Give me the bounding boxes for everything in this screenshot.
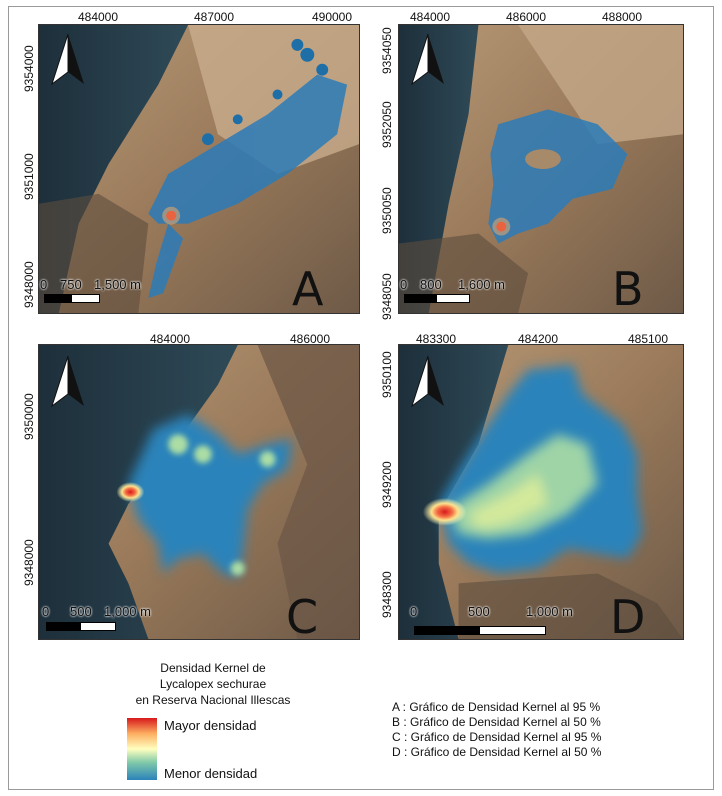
note-b: B : Gráfico de Densidad Kernel al 50 % [392, 715, 601, 729]
north-arrow-icon [51, 355, 84, 408]
y-tick-c-2: 9348000 [22, 539, 36, 586]
y-tick-d-2: 9349200 [380, 461, 394, 508]
note-a: A : Gráfico de Densidad Kernel al 95 % [392, 700, 601, 714]
legend-high-label: Mayor densidad [164, 718, 257, 733]
y-tick-c-1: 9350000 [22, 393, 36, 440]
scalebar-a [44, 294, 100, 303]
panel-label-b: B [612, 262, 644, 316]
y-tick-b-1: 9354050 [380, 27, 394, 74]
map-panel-d [398, 344, 684, 640]
y-tick-a-3: 9348000 [22, 261, 36, 308]
y-tick-b-4: 9348050 [380, 273, 394, 320]
legend-title-line-3: en Reserva Nacional Illescas [135, 693, 291, 707]
x-tick-b-3: 488000 [601, 10, 643, 24]
legend-low-label: Menor densidad [164, 766, 258, 781]
scale-zero-a: 0 [40, 277, 48, 292]
scale-end-b: 1,600 m [458, 277, 505, 292]
x-tick-d-1: 483300 [415, 332, 457, 346]
map-panel-b [398, 24, 684, 314]
x-tick-b-1: 484000 [409, 10, 451, 24]
y-tick-d-1: 9350100 [380, 351, 394, 398]
scalebar-c [46, 622, 116, 631]
scalebar-d [414, 626, 546, 635]
x-tick-a-2: 487000 [193, 10, 235, 24]
north-arrow-icon [51, 33, 84, 86]
scale-mid-c: 500 [70, 604, 92, 619]
scalebar-b [404, 294, 470, 303]
x-tick-c-1: 484000 [149, 332, 191, 346]
figure-frame [8, 6, 714, 790]
x-tick-d-3: 485100 [627, 332, 669, 346]
legend-title-line-1: Densidad Kernel de [160, 661, 266, 675]
legend-title-line-2: Lycalopex sechurae [159, 677, 267, 691]
scale-zero-b: 0 [400, 277, 408, 292]
y-tick-a-1: 9354000 [22, 45, 36, 92]
scale-end-d: 1,000 m [526, 604, 573, 619]
scale-mid-a: 750 [60, 277, 82, 292]
y-tick-b-3: 9350050 [380, 187, 394, 234]
x-tick-c-2: 486000 [289, 332, 331, 346]
scale-end-a: 1,500 m [94, 277, 141, 292]
scale-zero-d: 0 [410, 604, 418, 619]
y-tick-b-2: 9352050 [380, 101, 394, 148]
x-tick-a-3: 490000 [311, 10, 353, 24]
panel-notes: A : Gráfico de Densidad Kernel al 95 % B… [392, 700, 601, 760]
north-arrow-icon [411, 33, 444, 86]
north-arrow-icon [411, 355, 444, 408]
x-tick-a-1: 484000 [77, 10, 119, 24]
note-d: D : Gráfico de Densidad Kernel al 50 % [392, 745, 602, 759]
x-tick-b-2: 486000 [505, 10, 547, 24]
y-tick-d-3: 9348300 [380, 571, 394, 618]
note-c: C : Gráfico de Densidad Kernel al 95 % [392, 730, 602, 744]
map-panel-c [38, 344, 360, 640]
panel-label-c: C [286, 590, 319, 644]
panel-label-d: D [610, 590, 646, 644]
panel-label-a: A [292, 262, 324, 316]
y-tick-a-2: 9351000 [22, 153, 36, 200]
scale-end-c: 1,000 m [104, 604, 151, 619]
scale-zero-c: 0 [42, 604, 50, 619]
legend-title: Densidad Kernel de Lycalopex sechurae en… [118, 660, 308, 708]
scale-mid-d: 500 [468, 604, 490, 619]
map-panel-a [38, 24, 360, 314]
scale-mid-b: 800 [420, 277, 442, 292]
x-tick-d-2: 484200 [517, 332, 559, 346]
density-color-ramp [127, 718, 157, 780]
